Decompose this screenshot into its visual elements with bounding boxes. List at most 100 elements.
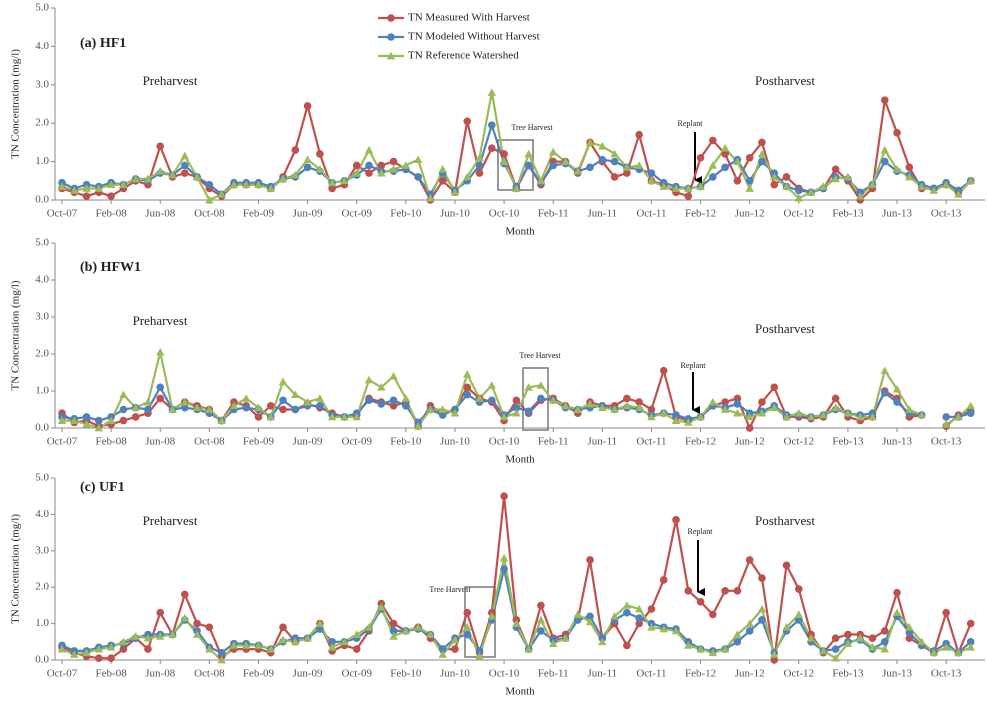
point <box>893 588 901 597</box>
point <box>966 643 975 651</box>
point <box>475 652 484 660</box>
panel: 0.0 1.0 2.0 3.0 4.0 5.0 Oct-07 Feb-08 Jun-08 Oct-… <box>10 237 985 466</box>
point <box>266 644 275 653</box>
point <box>217 648 226 657</box>
point <box>205 180 214 189</box>
point <box>721 587 729 595</box>
point <box>745 424 754 432</box>
point <box>156 347 165 356</box>
point <box>303 155 312 164</box>
point <box>82 192 91 200</box>
point <box>561 401 570 410</box>
y-tick-label: 4.0 <box>35 274 49 286</box>
y-tick-label: 2.0 <box>35 348 49 360</box>
point <box>610 149 619 158</box>
point <box>659 182 668 190</box>
point <box>463 623 472 631</box>
point <box>536 176 546 185</box>
x-tick-label: Oct-10 <box>489 436 520 448</box>
x-tick-label: Jun-11 <box>588 208 618 220</box>
point <box>266 402 275 410</box>
point <box>181 169 189 177</box>
point <box>303 163 312 172</box>
point <box>684 418 693 426</box>
point <box>328 184 336 193</box>
point <box>684 587 693 595</box>
point <box>524 644 533 653</box>
point <box>389 157 398 166</box>
point <box>942 413 950 421</box>
x-tick-label: Feb-12 <box>685 208 716 220</box>
point <box>377 168 386 177</box>
x-tick-label: Feb-10 <box>390 208 422 220</box>
point <box>610 612 619 620</box>
point <box>905 634 914 642</box>
point <box>242 641 251 649</box>
x-tick-label: Feb-13 <box>832 208 864 220</box>
y-tick-label: 4.0 <box>35 40 49 52</box>
point <box>119 390 128 399</box>
point <box>192 403 202 412</box>
point <box>819 646 828 655</box>
point <box>450 635 460 644</box>
point <box>868 180 877 188</box>
point <box>352 645 361 653</box>
point <box>745 627 754 635</box>
point <box>708 397 718 406</box>
point <box>450 188 460 196</box>
annotation: Postharvest <box>755 321 815 336</box>
x-tick-label: Oct-12 <box>784 668 815 680</box>
point <box>463 630 472 639</box>
point <box>831 634 840 642</box>
point <box>598 155 607 164</box>
y-axis-label: TN Concentration (mg/l) <box>10 280 22 390</box>
point <box>475 153 484 162</box>
x-tick-label: Feb-13 <box>832 668 864 680</box>
point <box>536 615 546 624</box>
point <box>868 643 877 651</box>
point <box>647 405 656 414</box>
point <box>524 161 533 170</box>
point <box>168 405 177 413</box>
point <box>782 623 791 631</box>
point <box>782 561 791 570</box>
point <box>119 645 128 653</box>
point <box>966 401 975 410</box>
point <box>426 193 435 202</box>
point <box>598 403 607 412</box>
point <box>770 383 779 392</box>
x-tick-label: Jun-10 <box>440 668 470 680</box>
point <box>647 605 656 613</box>
point <box>942 608 950 617</box>
x-tick-label: Oct-12 <box>784 436 815 448</box>
x-tick-label: Jun-12 <box>735 208 765 220</box>
point <box>450 409 460 417</box>
point <box>426 405 435 413</box>
point <box>340 637 349 646</box>
point <box>720 143 730 152</box>
point <box>647 169 656 177</box>
point <box>95 416 103 425</box>
point <box>316 150 324 158</box>
point <box>303 397 312 406</box>
point <box>634 161 644 169</box>
point <box>806 412 816 421</box>
point <box>770 172 779 181</box>
point <box>647 412 656 421</box>
x-tick-label: Feb-10 <box>390 668 422 680</box>
point <box>659 576 668 584</box>
point <box>549 161 557 170</box>
point <box>758 574 766 582</box>
point <box>806 188 816 196</box>
point <box>143 397 153 406</box>
point <box>892 384 902 393</box>
point <box>782 412 791 421</box>
legend-marker <box>386 51 396 60</box>
point <box>708 161 718 169</box>
point <box>610 157 619 166</box>
point <box>622 601 632 609</box>
point <box>242 180 251 188</box>
point <box>537 394 545 403</box>
x-tick-label: Jun-09 <box>293 436 323 448</box>
point <box>377 400 386 408</box>
